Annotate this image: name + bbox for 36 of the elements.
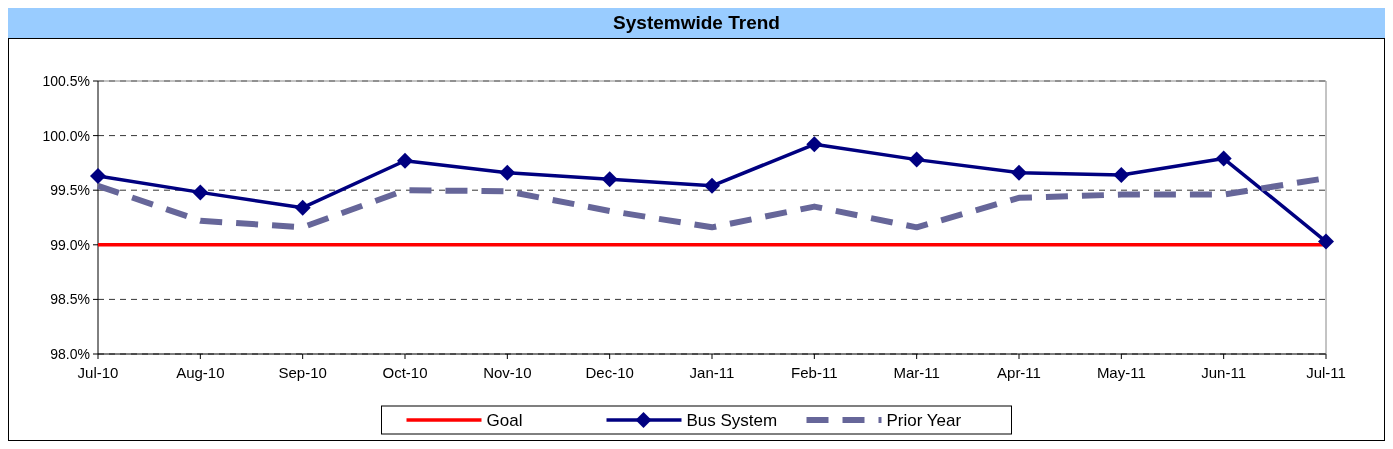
point: [397, 152, 413, 169]
chart-title: Systemwide Trend: [613, 12, 780, 33]
point: [294, 199, 311, 216]
x-tick-label: Jul-11: [1306, 364, 1346, 381]
x-tick-label: Aug-10: [176, 364, 225, 381]
point: [1318, 233, 1334, 250]
y-tick-label: 99.5%: [50, 182, 90, 199]
y-tick-label: 100.0%: [42, 127, 90, 144]
point: [704, 177, 720, 194]
point: [499, 164, 516, 181]
point: [601, 171, 618, 188]
x-tick-label: Apr-11: [997, 364, 1041, 381]
legend-label: Prior Year: [886, 410, 962, 430]
x-tick-label: Oct-10: [382, 364, 428, 381]
x-tick-label: Jul-10: [77, 364, 119, 381]
point: [1011, 164, 1027, 181]
y-tick-label: 100.5%: [42, 72, 90, 89]
x-tick-label: Nov-10: [483, 364, 532, 381]
point: [1215, 150, 1232, 167]
y-tick-label: 98.0%: [50, 345, 90, 362]
point: [90, 168, 106, 184]
legend-label: Bus System: [686, 410, 778, 430]
point: [192, 184, 209, 201]
y-tick-label: 98.5%: [50, 291, 90, 308]
x-tick-label: May-11: [1096, 364, 1146, 381]
x-tick-label: Feb-11: [791, 364, 838, 381]
point: [1113, 166, 1130, 183]
x-tick-label: Jun-11: [1201, 364, 1247, 381]
point: [908, 151, 925, 168]
x-tick-label: Sep-10: [278, 364, 327, 381]
x-tick-label: Dec-10: [585, 364, 634, 381]
point: [806, 136, 823, 153]
y-tick-label: 99.0%: [50, 236, 90, 253]
x-tick-label: Jan-11: [689, 364, 735, 381]
legend-label: Goal: [486, 410, 523, 430]
x-tick-label: Mar-11: [893, 364, 940, 381]
